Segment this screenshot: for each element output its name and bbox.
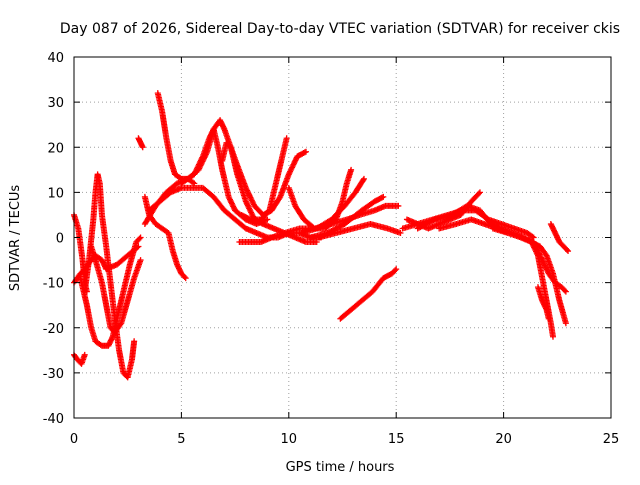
data-point [380, 193, 387, 200]
data-point [139, 144, 146, 151]
x-tick-label: 25 [603, 432, 620, 447]
series-s14 [238, 135, 290, 223]
y-tick-label: -10 [43, 277, 64, 292]
data-point [562, 320, 569, 327]
data-point [302, 148, 309, 155]
x-tick-label: 10 [281, 432, 298, 447]
series-s17 [298, 175, 367, 236]
y-tick-label: -20 [43, 322, 64, 337]
y-axis-label: SDTVAR / TECUs [8, 185, 23, 292]
axis-ticks: 0 5 10 15 20 25 -40 -30 -20 -10 0 10 20 30 40 [43, 51, 620, 447]
data-point [182, 275, 189, 282]
x-tick-label: 0 [70, 432, 78, 447]
series-s27 [532, 243, 569, 295]
series-s05 [81, 171, 138, 381]
series-s28 [534, 284, 552, 322]
data-point [397, 229, 404, 236]
series-s19 [315, 220, 404, 241]
data-point [283, 135, 290, 142]
y-tick-label: -40 [43, 412, 64, 427]
y-tick-label: 40 [47, 51, 64, 66]
data-point [189, 179, 196, 186]
data-point [550, 333, 557, 340]
data-point [264, 216, 271, 223]
y-tick-label: 20 [47, 141, 64, 156]
data-point [137, 234, 144, 241]
series-s29 [547, 220, 572, 255]
data-point [430, 217, 437, 224]
series-s06 [88, 243, 144, 336]
data-point [562, 288, 569, 295]
data-point [81, 351, 88, 358]
y-tick-label: 0 [56, 232, 64, 247]
data-point [360, 175, 367, 182]
data-point [393, 266, 400, 273]
data-point [545, 315, 552, 322]
data-point [360, 177, 367, 184]
y-tick-label: -30 [43, 367, 64, 382]
series-s02 [71, 351, 88, 367]
data-point [395, 202, 402, 209]
x-tick-label: 5 [177, 432, 185, 447]
x-tick-label: 15 [388, 432, 405, 447]
x-tick-label: 20 [495, 432, 512, 447]
data-point [137, 257, 144, 264]
data-point [561, 287, 568, 294]
data-point [475, 190, 482, 197]
series-s09 [154, 90, 198, 187]
series-s07 [135, 135, 146, 151]
data-point [392, 267, 399, 274]
data-point [131, 338, 138, 345]
y-tick-label: 10 [47, 186, 64, 201]
data-markers [71, 90, 572, 381]
data-point [348, 166, 355, 173]
data-point [563, 246, 570, 253]
x-axis-label: GPS time / hours [286, 460, 395, 475]
series-s26 [528, 239, 557, 340]
chart-title: Day 087 of 2026, Sidereal Day-to-day VTE… [60, 21, 620, 37]
data-point [565, 248, 572, 255]
data-point [136, 235, 143, 242]
y-tick-label: 30 [47, 96, 64, 111]
data-point [181, 273, 188, 280]
series-s20 [337, 266, 400, 322]
data-point [476, 189, 483, 196]
